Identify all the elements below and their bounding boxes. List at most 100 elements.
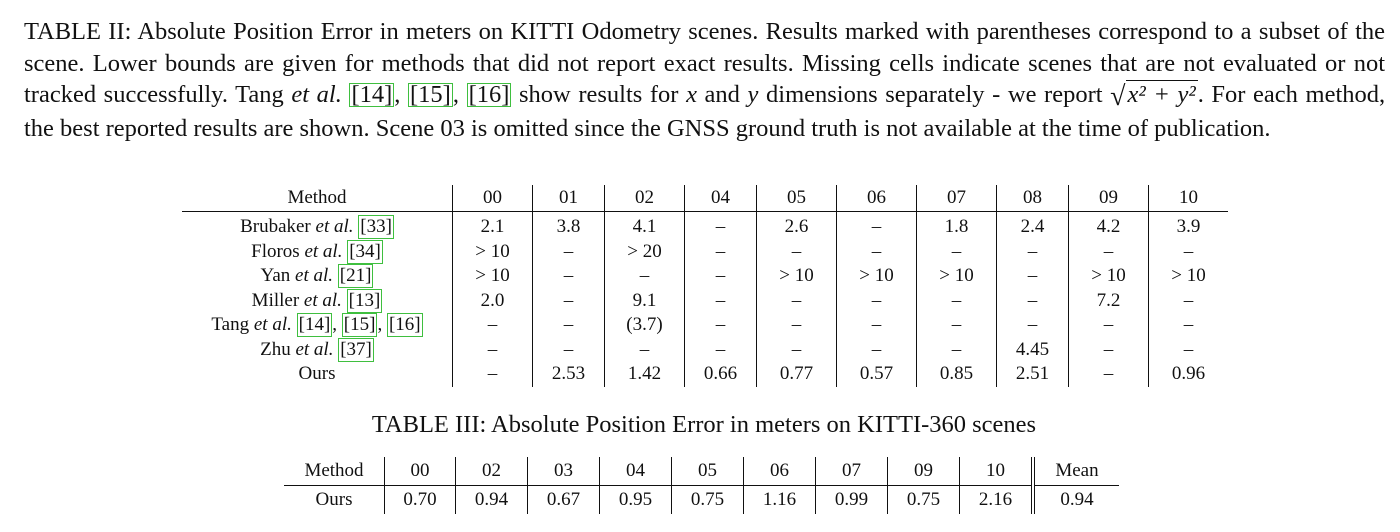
method-cell: Floros et al. [34] bbox=[182, 239, 453, 265]
value-cell: 3.9 bbox=[1148, 211, 1228, 240]
header-cell: 08 bbox=[996, 185, 1069, 212]
method-et-al: et al. bbox=[253, 314, 292, 336]
value-cell: 0.85 bbox=[916, 362, 997, 387]
value-cell: – bbox=[1148, 313, 1228, 338]
value-cell: – bbox=[684, 313, 757, 338]
caption-text: dimensions separately - we report bbox=[766, 81, 1103, 109]
caption-label: TABLE II: bbox=[24, 18, 132, 45]
method-name: Zhu bbox=[260, 338, 291, 360]
header-cell: 10 bbox=[1148, 185, 1228, 212]
value-cell: – bbox=[756, 313, 837, 338]
value-cell: 2.6 bbox=[756, 211, 837, 240]
citation-link[interactable]: [13] bbox=[346, 288, 383, 313]
value-cell: – bbox=[684, 211, 757, 240]
value-cell: – bbox=[452, 313, 533, 338]
value-cell: > 10 bbox=[836, 264, 917, 289]
citation-link[interactable]: [14] bbox=[296, 313, 333, 338]
header-cell: 04 bbox=[684, 185, 757, 212]
value-cell: > 10 bbox=[1068, 264, 1149, 289]
table-row: Tang et al. [14], [15], [16] – – (3.7) – – – – –… bbox=[182, 313, 1228, 338]
citation-link[interactable]: [15] bbox=[408, 81, 453, 109]
value-cell: – bbox=[1068, 362, 1149, 387]
citation-link[interactable]: [14] bbox=[349, 81, 395, 109]
method-cell: Ours bbox=[182, 362, 453, 387]
value-cell: – bbox=[756, 239, 837, 264]
value-cell: > 10 bbox=[756, 264, 837, 289]
header-cell: 09 bbox=[1068, 185, 1149, 212]
method-name: Brubaker bbox=[240, 216, 311, 238]
table-header-row: Method 00 02 03 04 05 06 07 09 10 Mean bbox=[284, 457, 1119, 486]
value-cell: – bbox=[604, 264, 685, 289]
header-cell: 10 bbox=[959, 457, 1033, 486]
sqrt-expression: x² + y² bbox=[1125, 80, 1198, 109]
method-et-al: et al. bbox=[303, 289, 342, 311]
value-cell: 4.1 bbox=[604, 211, 685, 240]
value-cell: 0.77 bbox=[756, 362, 837, 387]
method-cell: Yan et al. [21] bbox=[182, 264, 453, 289]
table-header-row: Method 00 01 02 04 05 06 07 08 09 10 bbox=[182, 185, 1228, 212]
value-cell: – bbox=[836, 337, 917, 362]
header-cell: 01 bbox=[532, 185, 605, 212]
caption-text: show results for bbox=[519, 81, 679, 109]
citation-link[interactable]: [16] bbox=[466, 81, 512, 109]
value-cell: – bbox=[996, 313, 1069, 338]
value-cell: 7.2 bbox=[1068, 288, 1149, 313]
header-cell: 05 bbox=[756, 185, 837, 212]
method-et-al: et al. bbox=[295, 265, 334, 287]
header-cell: Mean bbox=[1031, 457, 1119, 486]
value-cell: – bbox=[532, 313, 605, 338]
value-cell: – bbox=[452, 362, 533, 387]
value-cell: – bbox=[532, 288, 605, 313]
value-cell: – bbox=[756, 288, 837, 313]
value-cell: – bbox=[684, 288, 757, 313]
citation-link[interactable]: [15] bbox=[341, 313, 378, 338]
caption-text: and bbox=[704, 81, 740, 109]
value-cell: 0.67 bbox=[527, 485, 600, 514]
value-cell: (3.7) bbox=[604, 313, 685, 338]
value-cell: 1.8 bbox=[916, 211, 997, 240]
method-et-al: et al. bbox=[295, 338, 334, 360]
table-row: Zhu et al. [37] – – – – – – –4.45– – bbox=[182, 337, 1228, 362]
value-cell: – bbox=[684, 239, 757, 264]
citation-link[interactable]: [33] bbox=[358, 215, 394, 240]
value-cell: – bbox=[756, 337, 837, 362]
value-cell: – bbox=[836, 239, 917, 264]
header-cell: 02 bbox=[455, 457, 528, 486]
header-cell: 06 bbox=[743, 457, 816, 486]
header-cell: 05 bbox=[671, 457, 744, 486]
table3: Method 00 02 03 04 05 06 07 09 10 Mean O… bbox=[284, 457, 1119, 514]
value-cell: 0.66 bbox=[684, 362, 757, 387]
header-cell: 07 bbox=[916, 185, 997, 212]
value-cell: – bbox=[1068, 239, 1149, 264]
method-et-al: et al. bbox=[304, 240, 343, 262]
citation-link[interactable]: [21] bbox=[337, 264, 374, 289]
value-cell: 0.99 bbox=[815, 485, 888, 514]
caption-text: . For each method, the best reported res… bbox=[24, 81, 1386, 142]
header-cell: 02 bbox=[604, 185, 685, 212]
sqrt-symbol: √ bbox=[1110, 81, 1126, 113]
citation-link[interactable]: [34] bbox=[347, 239, 383, 264]
value-cell: > 20 bbox=[604, 239, 685, 264]
value-cell: 9.1 bbox=[604, 288, 685, 313]
value-cell: – bbox=[836, 211, 917, 240]
caption-et-al: et al. bbox=[291, 81, 342, 109]
method-name: Yan bbox=[260, 265, 291, 287]
table2-caption: TABLE II: Absolute Position Error in met… bbox=[24, 18, 1386, 142]
citation-link[interactable]: [37] bbox=[338, 337, 374, 362]
value-cell: – bbox=[1148, 337, 1228, 362]
value-cell: 1.16 bbox=[743, 485, 816, 514]
table-row: Yan et al. [21] > 10– – – > 10 > 10 > 10– > 10 >… bbox=[182, 264, 1228, 289]
math-var: y bbox=[747, 81, 759, 109]
citation-link[interactable]: [16] bbox=[386, 313, 423, 338]
value-cell: – bbox=[1148, 288, 1228, 313]
value-cell: – bbox=[1068, 337, 1149, 362]
value-cell: – bbox=[1068, 313, 1149, 338]
table2-body: Brubaker et al. [33] 2.1 3.8 4.1–2.6–1.8 2.4… bbox=[182, 211, 1228, 387]
table3-caption: TABLE III: Absolute Position Error in me… bbox=[371, 411, 1037, 438]
method-cell: Miller et al. [13] bbox=[182, 288, 453, 314]
value-cell: 0.95 bbox=[599, 485, 672, 514]
value-cell: 2.53 bbox=[532, 362, 605, 387]
table-row: Miller et al. [13] 2.0–9.1– – – – –7.2– bbox=[182, 288, 1228, 314]
table-row: Ours 0.70 0.94 0.67 0.95 0.75 1.16 0.99 … bbox=[284, 485, 1119, 514]
header-cell: 00 bbox=[452, 185, 533, 212]
